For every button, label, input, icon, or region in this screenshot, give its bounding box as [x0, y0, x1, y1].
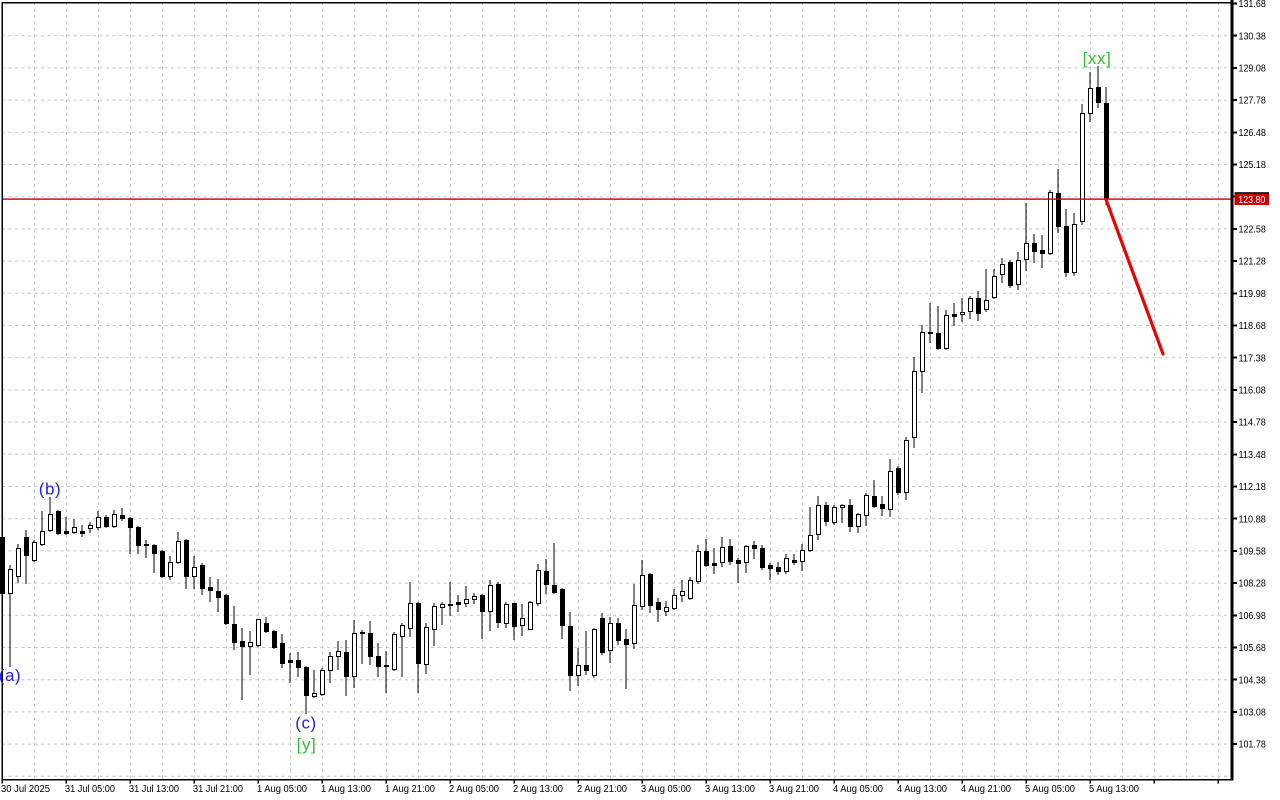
svg-text:[y]: [y] — [297, 735, 317, 754]
svg-text:1 Aug 05:00: 1 Aug 05:00 — [257, 784, 307, 795]
svg-text:113.48: 113.48 — [1239, 450, 1267, 461]
svg-text:[xx]: [xx] — [1083, 49, 1112, 68]
svg-text:104.38: 104.38 — [1239, 675, 1267, 686]
svg-text:31 Jul 13:00: 31 Jul 13:00 — [129, 784, 179, 795]
svg-text:1 Aug 13:00: 1 Aug 13:00 — [321, 784, 371, 795]
svg-text:31 Jul 21:00: 31 Jul 21:00 — [193, 784, 243, 795]
svg-text:131.68: 131.68 — [1239, 0, 1267, 10]
svg-text:130.38: 130.38 — [1239, 31, 1267, 42]
svg-text:109.58: 109.58 — [1239, 547, 1267, 558]
svg-text:125.18: 125.18 — [1239, 160, 1267, 171]
svg-text:4 Aug 13:00: 4 Aug 13:00 — [897, 784, 947, 795]
svg-text:1 Aug 21:00: 1 Aug 21:00 — [385, 784, 435, 795]
svg-text:4 Aug 05:00: 4 Aug 05:00 — [833, 784, 883, 795]
svg-text:2 Aug 13:00: 2 Aug 13:00 — [513, 784, 563, 795]
svg-text:123.80: 123.80 — [1238, 195, 1265, 206]
svg-text:121.28: 121.28 — [1239, 257, 1267, 268]
svg-text:119.98: 119.98 — [1239, 289, 1267, 300]
svg-text:103.08: 103.08 — [1239, 708, 1267, 719]
svg-text:106.98: 106.98 — [1239, 611, 1267, 622]
svg-text:105.68: 105.68 — [1239, 643, 1267, 654]
svg-text:122.58: 122.58 — [1239, 225, 1267, 236]
svg-text:110.88: 110.88 — [1239, 514, 1267, 525]
svg-text:126.48: 126.48 — [1239, 128, 1267, 139]
svg-text:2 Aug 05:00: 2 Aug 05:00 — [449, 784, 499, 795]
svg-text:5 Aug 13:00: 5 Aug 13:00 — [1089, 784, 1139, 795]
svg-text:30 Jul 2025: 30 Jul 2025 — [1, 784, 50, 795]
svg-text:4 Aug 21:00: 4 Aug 21:00 — [961, 784, 1011, 795]
svg-text:31 Jul 05:00: 31 Jul 05:00 — [65, 784, 115, 795]
svg-text:(a): (a) — [0, 666, 21, 685]
svg-text:101.78: 101.78 — [1239, 740, 1267, 751]
svg-text:3 Aug 21:00: 3 Aug 21:00 — [769, 784, 819, 795]
svg-text:(c): (c) — [295, 714, 317, 733]
svg-text:112.18: 112.18 — [1239, 482, 1267, 493]
svg-text:114.78: 114.78 — [1239, 418, 1267, 429]
svg-text:3 Aug 13:00: 3 Aug 13:00 — [705, 784, 755, 795]
svg-text:5 Aug 05:00: 5 Aug 05:00 — [1025, 784, 1075, 795]
svg-text:(b): (b) — [39, 480, 62, 499]
svg-text:129.08: 129.08 — [1239, 64, 1267, 75]
svg-text:2 Aug 21:00: 2 Aug 21:00 — [577, 784, 627, 795]
svg-text:116.08: 116.08 — [1239, 386, 1267, 397]
svg-text:127.78: 127.78 — [1239, 96, 1267, 107]
svg-text:118.68: 118.68 — [1239, 321, 1267, 332]
svg-text:117.38: 117.38 — [1239, 353, 1267, 364]
svg-text:3 Aug 05:00: 3 Aug 05:00 — [641, 784, 691, 795]
svg-text:108.28: 108.28 — [1239, 579, 1267, 590]
